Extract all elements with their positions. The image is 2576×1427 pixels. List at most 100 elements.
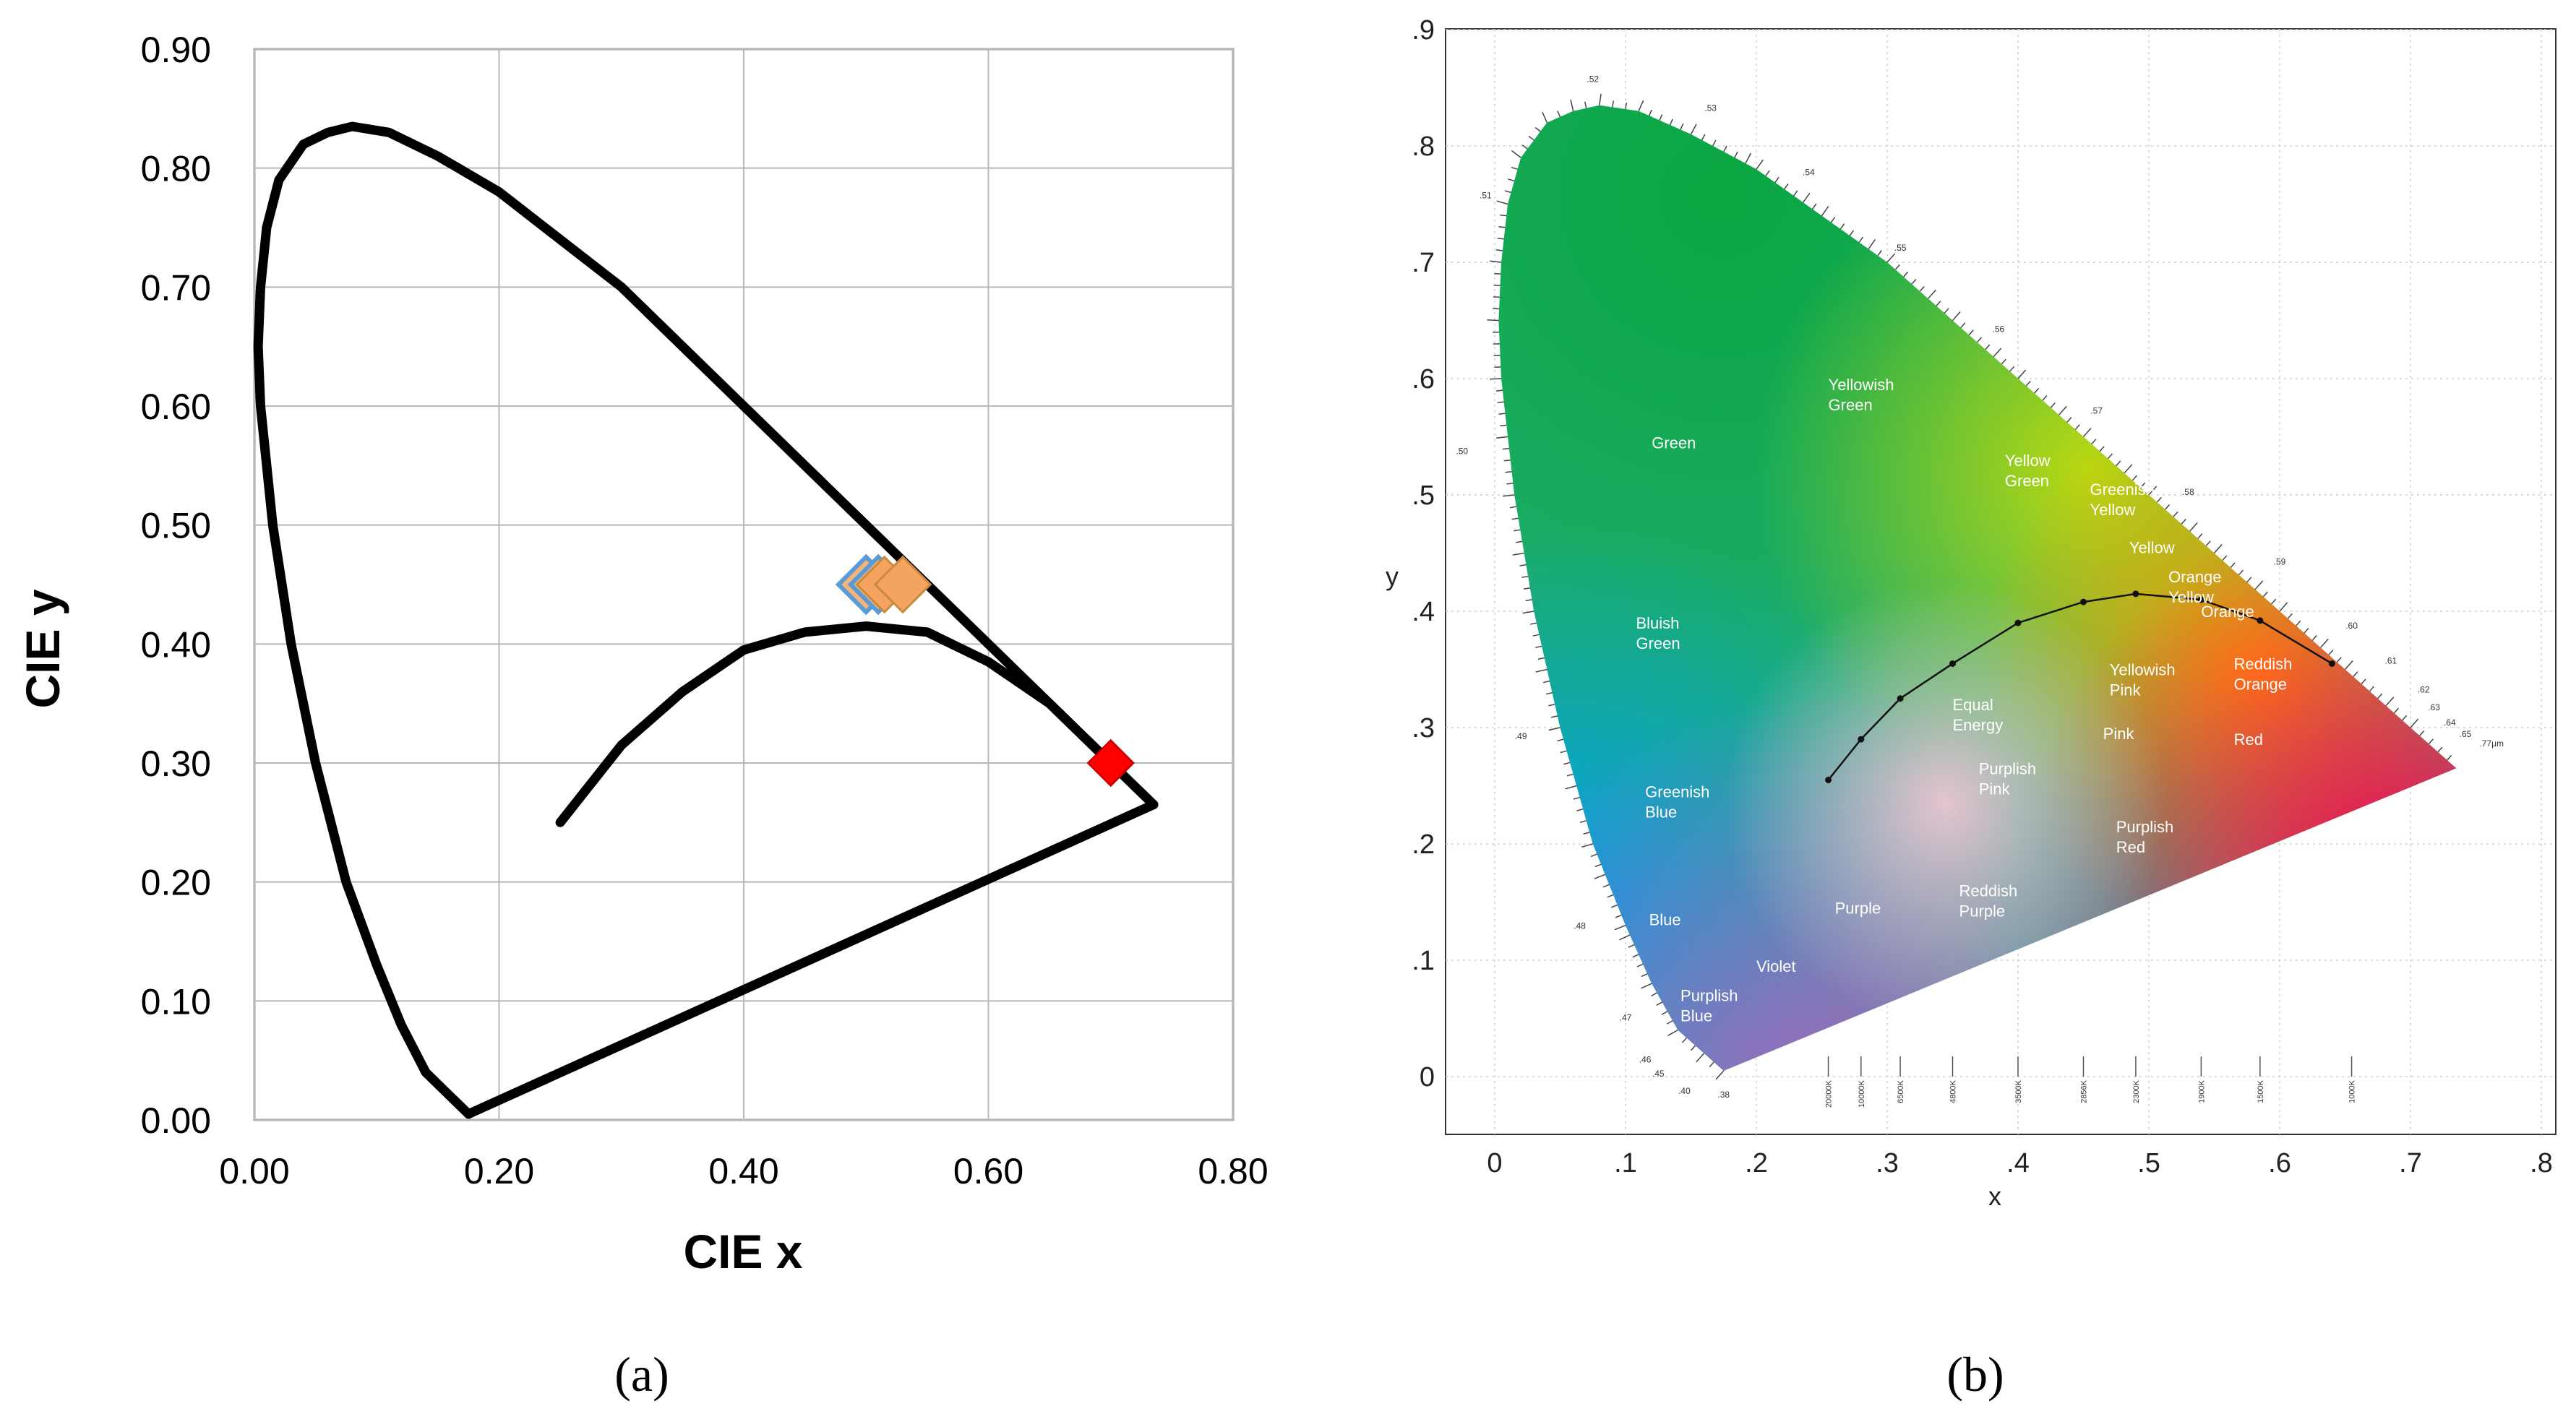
panel-b-wavelength-label: .60 bbox=[2345, 621, 2358, 631]
panel-b-locus-tick bbox=[2091, 439, 2097, 445]
panel-b-region-label: Greenish Blue bbox=[1645, 783, 1709, 822]
panel-b-region-label-line: Orange bbox=[2234, 676, 2287, 694]
panel-b-locus-tick bbox=[1952, 311, 1961, 321]
panel-b-locus-tick bbox=[1701, 134, 1706, 141]
panel-b-locus-tick bbox=[1858, 236, 1864, 243]
panel-a-x-tick-label: 0.80 bbox=[1198, 1151, 1268, 1191]
panel-a-line-spectral-locus bbox=[253, 121, 1159, 1119]
panel-b-locus-tick bbox=[1648, 109, 1652, 116]
panel-b-wavelength-label: .59 bbox=[2274, 557, 2286, 567]
panel-b-locus-tick bbox=[1534, 126, 1541, 132]
panel-b-region-label-line: Reddish bbox=[2234, 655, 2293, 673]
panel-b-wavelength-labels: .52 .53 .54 .55 .56 .57 .58 .59 .60 .61 .62 .63 .64.… bbox=[1456, 74, 2504, 1100]
panel-b-y-tick-label: .8 bbox=[1412, 132, 1435, 162]
panel-b-locus-tick bbox=[1560, 750, 1567, 754]
panel-b-region-label: Purple bbox=[1835, 900, 1881, 918]
panel-b-locus-tick bbox=[2116, 460, 2121, 467]
panel-b-cct-label: 3500K bbox=[2014, 1079, 2023, 1103]
panel-b-locus-tick bbox=[2377, 693, 2383, 699]
panel-b-locus-tick bbox=[1709, 1061, 1714, 1068]
panel-b-locus-tick bbox=[1666, 1020, 1673, 1025]
panel-b-locus-tick bbox=[1563, 762, 1571, 765]
panel-b-region-label-line: Blue bbox=[1645, 803, 1677, 822]
panel-b-planckian-dot bbox=[2132, 590, 2139, 598]
panel-b-locus-tick bbox=[2344, 660, 2353, 670]
panel-b-locus-tick bbox=[1496, 436, 1508, 439]
panel-b-locus-tick bbox=[1579, 820, 1587, 823]
panel-b-region-label-line: Reddish bbox=[1959, 881, 2018, 900]
panel-b-locus-tick bbox=[1602, 884, 1610, 888]
panel-b-cct-label: 2300K bbox=[2132, 1079, 2141, 1103]
panel-b-locus-tick bbox=[1573, 796, 1580, 800]
panel-b-locus-tick bbox=[1511, 517, 1519, 520]
panel-b-region-label: Greenish Yellow bbox=[2090, 480, 2155, 519]
panel-b-locus-tick bbox=[2066, 417, 2072, 423]
panel-b-planckian-dot bbox=[2197, 596, 2204, 603]
panel-b-wavelength-label: .52 bbox=[1587, 74, 1599, 84]
panel-b-wavelength-label: .65 bbox=[2460, 729, 2472, 739]
panel-b-wavelength-label: .77μm bbox=[2479, 738, 2504, 749]
panel-b-locus-tick bbox=[2311, 635, 2317, 641]
panel-b-locus-tick bbox=[2402, 715, 2408, 721]
panel-b-locus-tick bbox=[2296, 620, 2301, 626]
panel-b-region-label-line: Violet bbox=[1756, 957, 1796, 975]
panel-b-region-label-line: Green bbox=[1829, 396, 1873, 414]
panel-b-locus-tick bbox=[1521, 145, 1528, 150]
panel-b-planckian-locus bbox=[1825, 590, 2335, 783]
panel-b-locus-tick bbox=[1715, 1070, 1725, 1080]
panel-b-locus-tick bbox=[1614, 925, 1626, 931]
panel-a-markers bbox=[835, 553, 1135, 788]
panel-b-locus-tick bbox=[1868, 239, 1876, 250]
panel-b-region-label-line: Bluish bbox=[1636, 614, 1679, 632]
panel-b-region-label-line: Purple bbox=[1835, 900, 1881, 918]
panel-b-locus-tick bbox=[1495, 249, 1503, 251]
panel-b-locus-tick bbox=[2099, 446, 2105, 452]
panel-b-region-label: Orange bbox=[2201, 603, 2254, 621]
panel-b-locus-tick bbox=[1535, 668, 1547, 673]
panel-b-locus-tick bbox=[2124, 464, 2133, 474]
panel-b-y-axis-title: y bbox=[1386, 561, 1399, 591]
panel-b-locus-tick bbox=[2222, 555, 2228, 561]
panel-b-locus-tick bbox=[2428, 738, 2434, 745]
panel-b-wavelength-label: .61 bbox=[2385, 655, 2397, 665]
panel-b-locus-tick bbox=[1765, 170, 1770, 176]
panel-a-series bbox=[253, 121, 1159, 1119]
panel-b-locus-tick bbox=[2271, 598, 2277, 605]
panel-b-locus-tick bbox=[1690, 1045, 1696, 1051]
panel-b-locus-tick bbox=[1535, 645, 1542, 649]
panel-b-locus-tick bbox=[2148, 486, 2158, 496]
panel-b-locus-tick bbox=[1500, 214, 1507, 217]
panel-b-locus-tick bbox=[1690, 124, 1697, 135]
panel-b-locus-tick bbox=[2034, 387, 2040, 394]
panel-b-region-label: Yellowish Pink bbox=[2110, 661, 2176, 699]
panel-a-x-tick-label: 0.00 bbox=[219, 1151, 289, 1191]
panel-b-wavelength-label: .38 bbox=[1717, 1090, 1730, 1100]
panel-b-x-ticks: 0 .1 .2 .3 .4 .5 .6 .7 .8 bbox=[1487, 1148, 2552, 1178]
panel-b-locus-tick bbox=[1511, 167, 1518, 170]
panel-b-region-label-line: Orange bbox=[2168, 568, 2221, 586]
panel-b-locus-tick bbox=[1542, 111, 1548, 124]
panel-b-locus-tick bbox=[1565, 785, 1577, 790]
panel-b-locus-tick bbox=[1503, 494, 1515, 497]
panel-b-region-label-line: Blue bbox=[1680, 1006, 1712, 1025]
panel-a-x-ticks: 0.00 0.20 0.40 0.60 0.80 bbox=[219, 1151, 1268, 1191]
panel-b-y-tick-label: .5 bbox=[1412, 480, 1435, 511]
panel-b-locus-tick bbox=[2058, 405, 2067, 415]
panel-b-locus-tick bbox=[1543, 680, 1550, 684]
panel-b-locus-tick bbox=[1661, 1011, 1668, 1015]
panel-b-locus-tick bbox=[2437, 746, 2443, 753]
panel-b-region-label-line: Pink bbox=[1979, 780, 2011, 798]
panel-b-locus-tick bbox=[1583, 832, 1590, 835]
panel-b-locus-tick bbox=[1830, 217, 1836, 223]
panel-a-gridlines bbox=[254, 48, 1234, 1121]
panel-b-cct-label: 1000K bbox=[2348, 1079, 2357, 1103]
panel-b-locus-tick bbox=[1503, 459, 1511, 462]
panel-b-locus-tick bbox=[1784, 184, 1789, 190]
panel-b-region-label-line: Yellow bbox=[2090, 501, 2136, 519]
panel-b-locus-tick bbox=[2410, 718, 2419, 728]
panel-b-region-label-line: Green bbox=[1652, 434, 1696, 452]
panel-b-locus-tick bbox=[2181, 519, 2186, 525]
panel-b-locus-tick bbox=[1576, 808, 1584, 811]
panel-b-x-tick-label: .2 bbox=[1745, 1148, 1768, 1178]
panel-b-locus-tick bbox=[1506, 483, 1514, 485]
